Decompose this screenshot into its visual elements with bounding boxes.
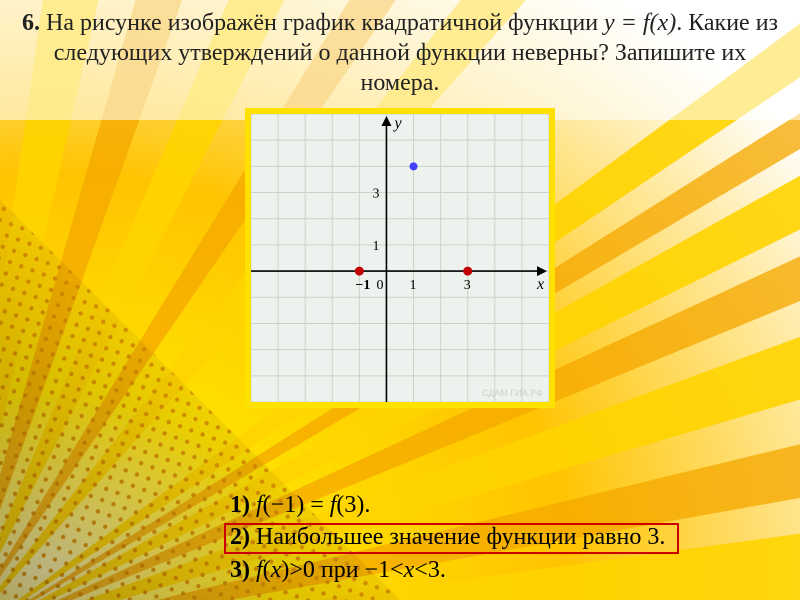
question-text: 6. На рисунке изображён график квадратич… xyxy=(0,0,800,102)
answer-row: 2) Наибольшее значение функции равно 3. xyxy=(230,521,665,553)
question-number: 6. xyxy=(22,10,40,36)
answer-row: 1) f(−1) = f(3). xyxy=(230,489,665,521)
svg-text:1: 1 xyxy=(410,278,417,293)
svg-text:−1: −1 xyxy=(355,278,370,293)
svg-text:1: 1 xyxy=(372,239,379,254)
answer-body: f(x)>0 при −1<x<3. xyxy=(256,557,446,583)
parabola-chart: СДАМ ГИА.РФ y x −1 0 1 3 1 3 xyxy=(251,114,549,402)
answer-number: 3) xyxy=(230,557,256,583)
answer-body: f(−1) = f(3). xyxy=(256,492,370,518)
chart-frame: СДАМ ГИА.РФ y x −1 0 1 3 1 3 xyxy=(245,108,555,408)
svg-text:3: 3 xyxy=(464,278,471,293)
svg-text:0: 0 xyxy=(376,278,383,293)
answer-body: Наибольшее значение функции равно 3. xyxy=(256,524,665,550)
answer-row: 3) f(x)>0 при −1<x<3. xyxy=(230,554,665,586)
svg-text:3: 3 xyxy=(372,187,379,202)
svg-text:x: x xyxy=(536,276,544,293)
answer-number: 2) xyxy=(230,524,256,550)
answer-number: 1) xyxy=(230,492,256,518)
svg-text:y: y xyxy=(392,115,402,132)
svg-text:СДАМ ГИА.РФ: СДАМ ГИА.РФ xyxy=(482,388,543,398)
answers-block: 1) f(−1) = f(3).2) Наибольшее значение ф… xyxy=(230,489,665,586)
